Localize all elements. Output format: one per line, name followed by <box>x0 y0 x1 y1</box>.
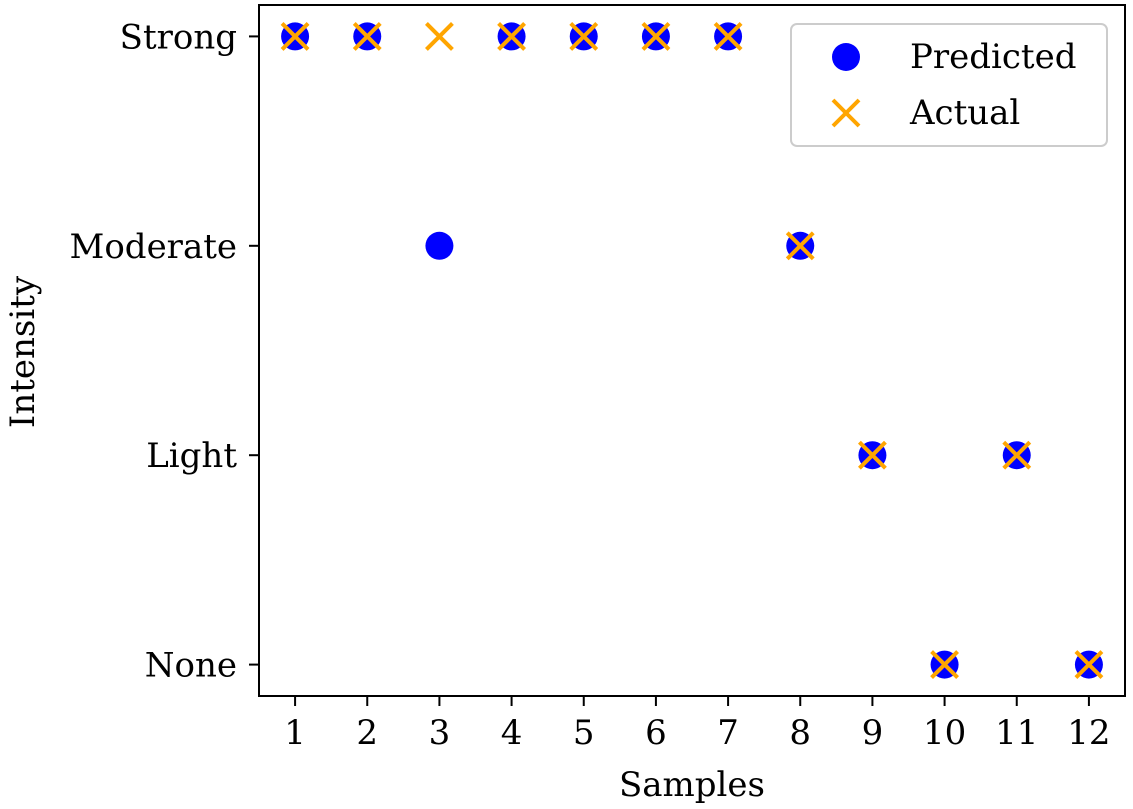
actual-point <box>1074 650 1104 680</box>
actual-point <box>641 21 671 51</box>
legend-actual-x <box>831 98 861 128</box>
actual-point <box>785 231 815 261</box>
actual-point <box>858 440 887 470</box>
actual-point <box>930 650 959 680</box>
x-tick-label: 9 <box>862 713 884 753</box>
actual-point <box>497 21 526 51</box>
plot-frame <box>258 4 1126 697</box>
x-tick-label: 3 <box>429 713 451 753</box>
actual-point <box>352 21 382 51</box>
legend: Predicted Actual <box>790 23 1108 147</box>
predicted-point <box>425 231 454 260</box>
x-axis-label: Samples <box>619 765 765 805</box>
y-tick-label: Strong <box>120 17 237 57</box>
x-tick-label: 12 <box>1067 713 1110 753</box>
x-tick-label: 4 <box>501 713 523 753</box>
legend-predicted-marker <box>832 43 860 71</box>
x-tick-label: 11 <box>995 713 1038 753</box>
actual-point <box>280 21 310 51</box>
actual-point <box>713 21 743 51</box>
x-tick-label: 8 <box>789 713 811 753</box>
legend-frame <box>790 23 1108 147</box>
y-tick-label: Moderate <box>70 227 237 267</box>
legend-actual-label: Actual <box>909 93 1020 133</box>
y-tick-label: Light <box>146 436 237 476</box>
x-tick-label: 2 <box>356 713 378 753</box>
legend-predicted-label: Predicted <box>910 37 1076 77</box>
actual-point <box>425 21 454 51</box>
legend-actual-marker <box>831 98 861 128</box>
y-tick-label: None <box>145 646 237 686</box>
x-tick-label: 6 <box>645 713 667 753</box>
actual-point <box>1002 440 1032 470</box>
x-tick-label: 1 <box>284 713 306 753</box>
x-tick-label: 10 <box>923 713 966 753</box>
y-axis-label: Intensity <box>3 275 43 428</box>
plot-marks <box>280 21 1104 680</box>
x-tick-label: 5 <box>573 713 595 753</box>
x-tick-label: 7 <box>717 713 739 753</box>
actual-point <box>569 21 599 51</box>
